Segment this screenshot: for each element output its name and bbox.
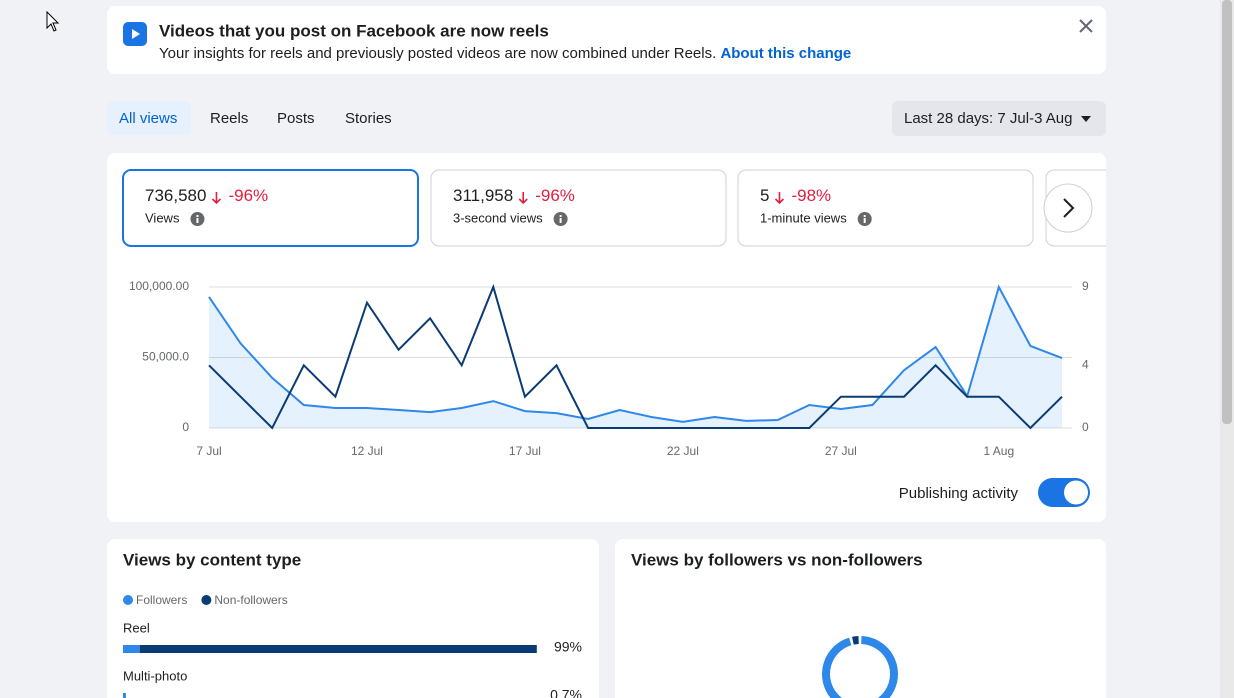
y-tick-label: 0 [182,420,189,434]
metric-change: -96% [228,186,268,205]
down-arrow [774,192,785,205]
bar-segment [123,693,126,698]
tab[interactable]: Reels [210,110,248,127]
content-type-card [107,539,599,698]
x-tick-label: 27 Jul [825,444,857,458]
card-title: Views by content type [123,550,301,569]
y2-tick-label: 9 [1082,279,1089,293]
y-tick-label: 50,000.0 [142,350,189,364]
date-range[interactable]: Last 28 days: 7 Jul-3 Aug [904,110,1072,127]
legend-dot [201,595,212,605]
area [209,287,1062,428]
donut-segment [822,636,898,698]
toggle-label: Publishing activity [899,485,1019,502]
legend-dot [123,595,133,605]
x-tick-label: 7 Jul [196,444,221,458]
tab[interactable]: All views [119,110,177,127]
y2-tick-label: 4 [1082,358,1089,372]
down-arrow [211,192,222,205]
next-button[interactable] [1043,183,1093,233]
cursor [46,10,60,32]
reels-icon-play [132,29,140,39]
next-arrow [1063,198,1075,218]
line [208,283,1063,430]
metric-value: 736,580 [145,186,206,205]
line [208,284,1063,423]
bar-segment [139,645,537,653]
overflow-mask [1106,160,1220,260]
y-tick-label: 100,000.00 [129,279,189,293]
metric-value-line: 5 -98% [760,186,831,205]
banner-text: Your insights for reels and previously p… [159,45,851,62]
metric-change: -96% [535,186,575,205]
info-icon-mark [559,218,562,223]
x-tick-label: 17 Jul [509,444,541,458]
close-button[interactable] [1079,19,1093,33]
info-icon-dot [196,215,199,217]
down-arrow [518,192,528,205]
category-label: Reel [123,620,150,635]
value-label: 99% [554,639,582,655]
metric-change: -98% [791,186,831,205]
info-icon-mark [863,218,866,223]
metric-value: 5 [760,186,769,205]
info-icon-dot [863,215,866,217]
info-icon-dot [559,215,562,217]
x-tick-label: 12 Jul [351,444,383,458]
value-label: 0.7% [550,687,582,698]
y2-tick-label: 0 [1082,420,1089,434]
bar-segment [123,645,140,653]
tab[interactable]: Stories [345,110,392,127]
legend-label: Non-followers [214,593,287,607]
metric-card[interactable] [430,169,727,247]
x-tick-label: 1 Aug [983,444,1014,458]
metric-label: Views [145,210,180,225]
metric-value-line: 311,958 -96% [453,186,575,205]
tab-active-bg [107,101,191,135]
dropdown-caret [1081,116,1091,122]
tab[interactable]: Posts [277,110,315,127]
banner-body: Your insights for reels and previously p… [159,45,716,62]
banner [107,6,1106,74]
metric-card[interactable] [122,169,419,247]
x-tick-label: 22 Jul [667,444,699,458]
date-range-button[interactable] [892,101,1106,136]
followers-card [615,539,1106,698]
banner-title: Videos that you post on Facebook are now… [159,21,549,40]
toggle-knob [1064,480,1088,505]
donut-segment [852,636,859,645]
info-icon-mark [196,218,199,223]
metric-value-line: 736,580 -96% [145,186,268,205]
metric-label: 1-minute views [760,210,847,225]
card-title: Views by followers vs non-followers [631,550,923,569]
metric-card[interactable] [737,169,1034,247]
metric-label: 3-second views [453,210,543,225]
legend-label: Followers [136,593,187,607]
scrollbar-thumb[interactable] [1222,0,1232,424]
banner-link[interactable]: About this change [720,45,851,62]
metric-value: 311,958 [453,186,513,205]
category-label: Multi-photo [123,668,187,683]
